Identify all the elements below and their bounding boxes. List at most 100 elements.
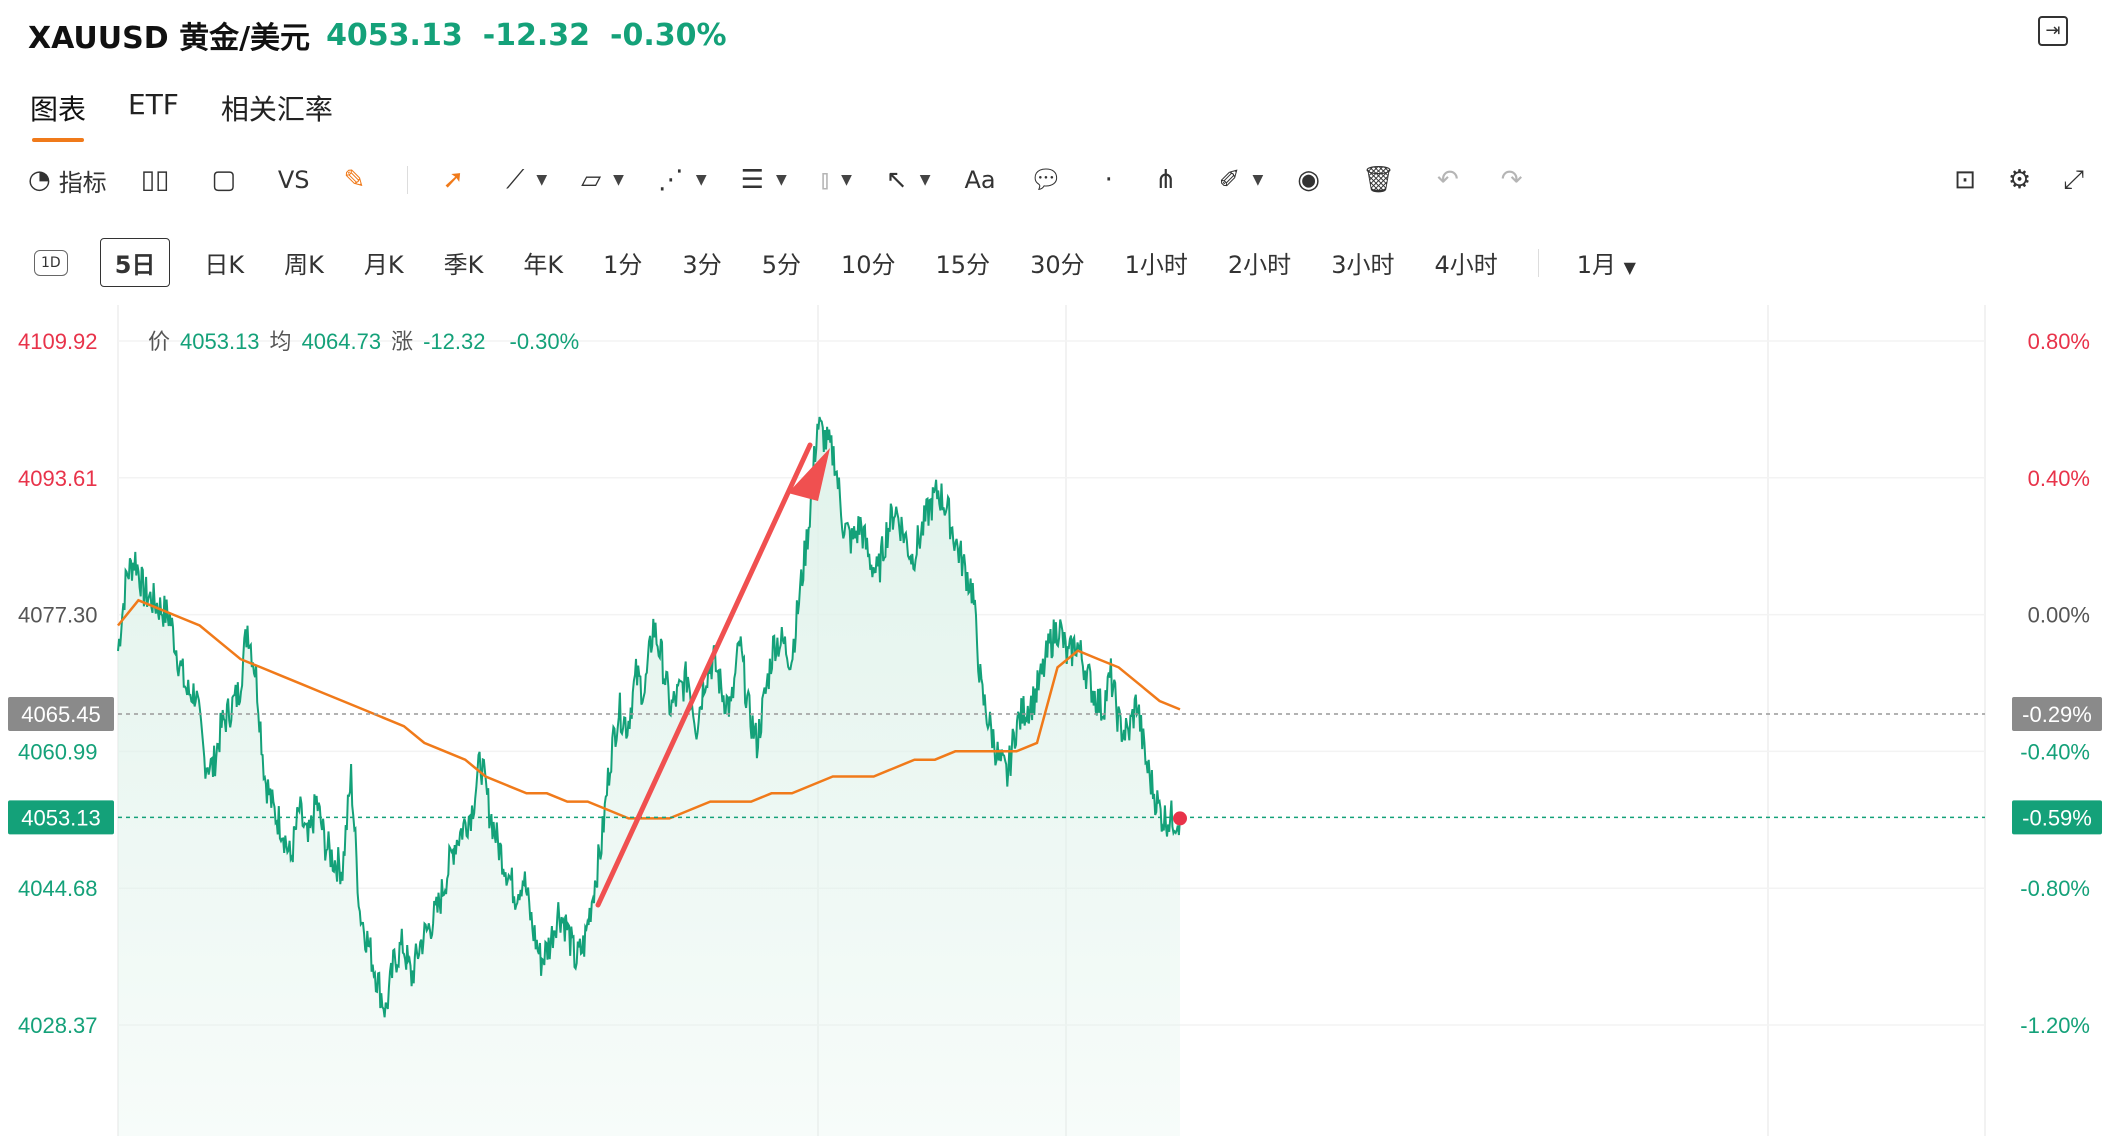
- period-2h[interactable]: 2小时: [1227, 251, 1292, 279]
- tab-bar: 图表 ETF 相关汇率: [30, 88, 333, 142]
- undo-icon: ↶: [1436, 165, 1459, 195]
- chevron-down-icon: ▼: [613, 172, 624, 188]
- chevron-down-icon: ▼: [695, 172, 707, 188]
- legend-item: 4064.73: [302, 329, 382, 354]
- period-month[interactable]: 月K: [363, 251, 404, 279]
- fib-tool[interactable]: ☰ ▼: [741, 160, 787, 200]
- legend-item: 4053.13: [180, 329, 260, 354]
- cursor-tool[interactable]: ➚: [442, 160, 472, 200]
- camera-icon[interactable]: ⊡: [1954, 165, 1976, 195]
- redo-button[interactable]: ↷: [1501, 160, 1531, 200]
- eye-icon: ◉: [1297, 165, 1320, 195]
- period-15min[interactable]: 15分: [935, 251, 991, 279]
- period-5d[interactable]: 5日: [99, 238, 171, 287]
- trash-icon: 🗑︎: [1361, 165, 1395, 195]
- caret-down-icon: ▼: [1623, 258, 1636, 277]
- legend-item: -12.32: [423, 329, 485, 354]
- symbol-title: XAUUSD 黄金/美元: [28, 21, 311, 56]
- collapse-panel-icon[interactable]: ⇥: [2038, 16, 2068, 46]
- percent-tag-right: [2012, 800, 2102, 835]
- chart-toolbar: ◔ 指标 ▯▯ ▢ VS ✎ ➚ ⟋ ▼ ▱ ▼ ⋰ ▼ ☰ ▼ ⫾ ▼ ↖ ▼ Aa 💬︎ …: [28, 160, 2084, 200]
- y-axis-right-tick: 0.40%: [2028, 466, 2090, 491]
- period-year[interactable]: 年K: [523, 251, 564, 279]
- shape-tool[interactable]: ▱ ▼: [581, 160, 624, 200]
- period-quarter[interactable]: 季K: [443, 251, 484, 279]
- period-week[interactable]: 周K: [284, 251, 324, 279]
- toolbar-right: ⊡ ⚙ ⤢: [1954, 160, 2084, 200]
- tab-related-fx[interactable]: 相关汇率: [220, 93, 333, 126]
- period-4h[interactable]: 4小时: [1434, 251, 1498, 279]
- delete-tool[interactable]: 🗑︎: [1362, 160, 1403, 200]
- y-axis-left-tick: 4060.99: [18, 739, 98, 764]
- period-3min[interactable]: 3分: [682, 251, 722, 279]
- period-5min[interactable]: 5分: [761, 251, 801, 279]
- period-1h[interactable]: 1小时: [1124, 251, 1188, 279]
- pattern-icon: ⋰: [657, 165, 684, 195]
- text-tool[interactable]: Aa: [964, 166, 996, 194]
- period-10min[interactable]: 10分: [840, 251, 896, 279]
- dot-icon: ·: [1104, 165, 1113, 195]
- visibility-tool[interactable]: ◉: [1297, 160, 1328, 200]
- y-axis-left-tick: 4109.92: [18, 329, 98, 354]
- cursor-icon: ➚: [442, 165, 465, 195]
- chevron-down-icon: ▼: [841, 172, 852, 188]
- tab-chart[interactable]: 图表: [30, 88, 86, 142]
- y-axis-right-tick: 0.00%: [2028, 603, 2090, 628]
- measure-tool[interactable]: ⫾ ▼: [821, 160, 852, 200]
- period-3h[interactable]: 3小时: [1331, 251, 1395, 279]
- arrow-tool[interactable]: ↖ ▼: [886, 160, 931, 200]
- undo-button[interactable]: ↶: [1437, 160, 1467, 200]
- box-button[interactable]: ▢: [211, 160, 244, 200]
- price-series-line: [117, 416, 1181, 1018]
- toolbar-divider: [407, 166, 409, 194]
- chart-area[interactable]: 4109.92 4093.61 4077.30 4060.99 4044.68 4028.…: [0, 305, 2112, 1136]
- comment-tool[interactable]: 💬︎: [1030, 160, 1071, 200]
- y-axis-left-tick: 4093.61: [18, 466, 98, 491]
- pattern-tool[interactable]: ⋰ ▼: [658, 160, 707, 200]
- annotation-arrow-head: [788, 448, 830, 501]
- percent-tag-right-text: -0.29%: [2022, 702, 2092, 727]
- fibonacci-icon: ☰: [740, 165, 764, 195]
- draw-pencil-button[interactable]: ✎: [344, 160, 374, 200]
- magnet-tool[interactable]: ⋔: [1155, 160, 1185, 200]
- last-price: 4053.13: [326, 17, 463, 53]
- hide-drawings-tool[interactable]: ✐ ▼: [1219, 160, 1264, 200]
- legend-item: 涨: [391, 329, 413, 354]
- period-1d-toggle[interactable]: 1D: [34, 249, 68, 276]
- rectangle-icon: ▱: [581, 165, 602, 195]
- price-tag-left: [8, 800, 114, 835]
- indicator-button[interactable]: ◔ 指标: [28, 165, 107, 197]
- period-30min[interactable]: 30分: [1030, 251, 1085, 279]
- annotation-arrow-shaft: [595, 442, 813, 908]
- y-axis-left-tick: 4044.68: [18, 876, 98, 901]
- period-1min[interactable]: 1分: [603, 251, 643, 279]
- quote-header: XAUUSD 黄金/美元 4053.13 -12.32 -0.30%: [28, 10, 727, 60]
- tab-etf[interactable]: ETF: [128, 88, 179, 121]
- period-1mo-dropdown[interactable]: 1月 ▼: [1576, 251, 1636, 279]
- fullscreen-icon[interactable]: ⤢: [2063, 164, 2084, 195]
- price-tag-left-text: 4065.45: [21, 702, 101, 727]
- average-series-line: [117, 598, 1181, 820]
- last-price-dot: [1173, 811, 1187, 826]
- period-day[interactable]: 日K: [204, 251, 245, 279]
- price-chart[interactable]: 4109.92 4093.61 4077.30 4060.99 4044.68 4028.…: [0, 305, 2112, 1136]
- line-tool[interactable]: ⟋ ▼: [506, 160, 547, 200]
- y-axis-right-tick: -0.40%: [2020, 739, 2090, 764]
- legend-item: 均: [270, 329, 292, 354]
- y-axis-right-tick: -0.80%: [2020, 876, 2090, 901]
- trend-line-icon: ⟋: [506, 164, 525, 195]
- dot-tool[interactable]: ·: [1105, 160, 1121, 200]
- y-axis-left-tick: 4077.30: [18, 603, 98, 628]
- compare-button[interactable]: VS: [277, 166, 310, 194]
- measure-icon: ⫾: [820, 164, 830, 195]
- candle-type-button[interactable]: ▯▯: [141, 160, 178, 200]
- price-change: -12.32: [482, 17, 591, 53]
- y-axis-right-tick: 0.80%: [2028, 329, 2090, 354]
- square-icon: ▢: [211, 165, 236, 195]
- price-tag-left-text: 4053.13: [21, 805, 101, 830]
- settings-gear-icon[interactable]: ⚙: [2007, 165, 2032, 195]
- price-change-percent: -0.30%: [610, 17, 727, 53]
- chevron-down-icon: ▼: [1252, 172, 1264, 188]
- candlestick-icon: ▯▯: [140, 165, 170, 195]
- legend-item: 价: [148, 329, 170, 354]
